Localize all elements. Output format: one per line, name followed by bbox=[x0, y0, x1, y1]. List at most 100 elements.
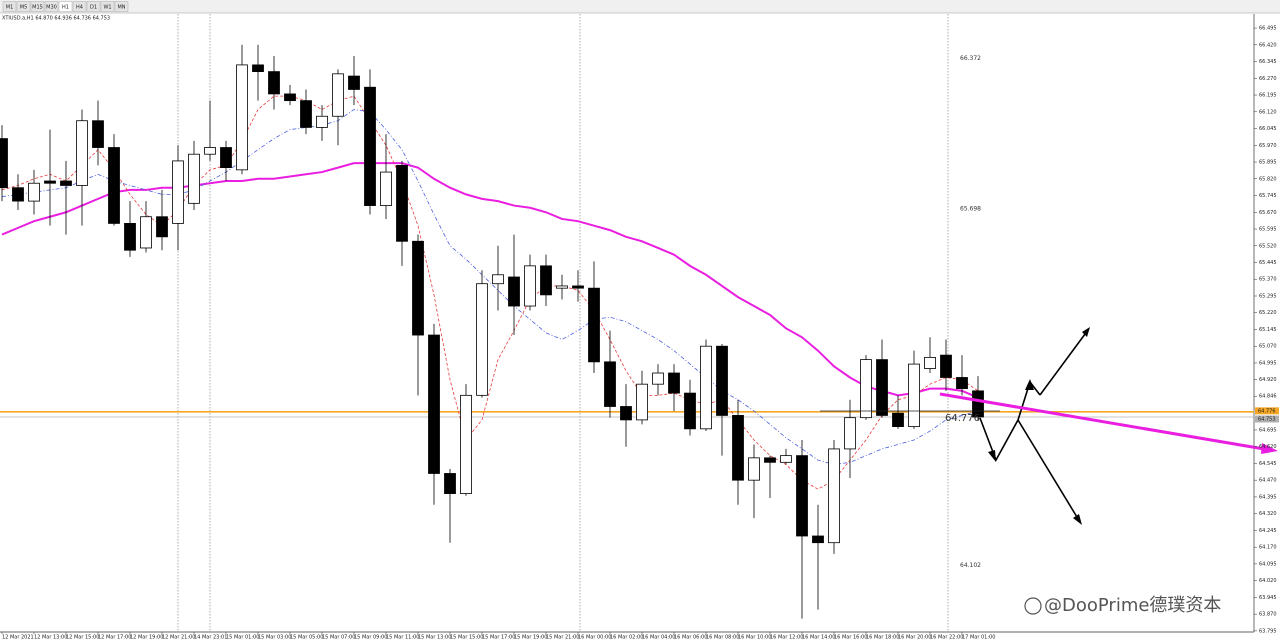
x-tick-label: 16 Mar 06:00 bbox=[674, 635, 707, 641]
candle-body bbox=[172, 160, 184, 224]
candle-body bbox=[476, 283, 488, 396]
candle-body bbox=[844, 417, 856, 450]
candle-body bbox=[972, 390, 984, 418]
candle-body bbox=[652, 372, 664, 385]
y-tick-label: 65.220 bbox=[1259, 310, 1277, 316]
candle-body bbox=[604, 361, 616, 407]
candle-body bbox=[380, 171, 392, 206]
candle-body bbox=[316, 115, 328, 128]
timeframe-button[interactable] bbox=[86, 1, 101, 12]
candle-body bbox=[156, 216, 168, 238]
moving-average bbox=[1, 162, 979, 399]
y-tick-label: 63.870 bbox=[1259, 612, 1277, 618]
y-tick-label: 64.020 bbox=[1259, 578, 1277, 584]
x-tick-label: 12 Mar 19:00 bbox=[130, 635, 163, 641]
timeframe-label[interactable]: D1 bbox=[90, 4, 97, 10]
timeframe-button[interactable] bbox=[58, 1, 73, 12]
price-tag-label: 64.776 bbox=[1258, 408, 1276, 414]
timeframe-label[interactable]: H4 bbox=[76, 4, 83, 10]
candle-body bbox=[76, 120, 88, 186]
candle-body bbox=[284, 93, 296, 102]
candle-body bbox=[60, 180, 72, 186]
candle-body bbox=[124, 223, 136, 251]
candle-body bbox=[748, 457, 760, 481]
arrow-head bbox=[1025, 379, 1034, 390]
timeframe-label[interactable]: H1 bbox=[62, 4, 69, 10]
timeframe-button[interactable] bbox=[2, 1, 17, 12]
timeframe-button[interactable] bbox=[72, 1, 87, 12]
candle-body bbox=[28, 182, 40, 202]
x-tick-label: 16 Mar 20:00 bbox=[898, 635, 931, 641]
x-tick-label: 16 Mar 02:00 bbox=[610, 635, 643, 641]
y-tick-label: 66.195 bbox=[1259, 93, 1277, 99]
timeframe-label[interactable]: MN bbox=[117, 4, 125, 10]
y-tick-label: 64.620 bbox=[1259, 444, 1277, 450]
watermark: @DooPrime德璞资本 bbox=[1044, 595, 1221, 616]
y-tick-label: 64.995 bbox=[1259, 360, 1277, 366]
candle-body bbox=[396, 164, 408, 242]
y-tick-label: 66.345 bbox=[1259, 59, 1277, 65]
candle-body bbox=[300, 100, 312, 128]
candle-body bbox=[796, 455, 808, 537]
timeframe-button[interactable] bbox=[30, 1, 45, 12]
y-tick-label: 66.045 bbox=[1259, 126, 1277, 132]
x-tick-label: 16 Mar 18:00 bbox=[866, 635, 899, 641]
candle-body bbox=[780, 455, 792, 463]
y-tick-label: 66.120 bbox=[1259, 109, 1277, 115]
candle-body bbox=[908, 363, 920, 427]
timeframe-button[interactable] bbox=[16, 1, 31, 12]
timeframe-label[interactable]: W1 bbox=[103, 4, 111, 10]
arrow-heads bbox=[988, 327, 1090, 525]
y-tick-label: 65.970 bbox=[1259, 143, 1277, 149]
arrow-path bbox=[979, 381, 1031, 462]
candle-body bbox=[572, 285, 584, 289]
candle-body bbox=[924, 356, 936, 369]
y-tick-label: 64.245 bbox=[1259, 528, 1277, 534]
candle-body bbox=[524, 265, 536, 307]
x-tick-label: 16 Mar 00:00 bbox=[578, 635, 611, 641]
arrow-head bbox=[1082, 327, 1090, 337]
candle-body bbox=[108, 147, 120, 224]
timeframe-label[interactable]: M5 bbox=[20, 4, 28, 10]
y-tick-label: 64.846 bbox=[1259, 394, 1277, 400]
price-tag-label: 64.753 bbox=[1258, 416, 1276, 422]
y-tick-label: 65.745 bbox=[1259, 193, 1277, 199]
y-tick-label: 66.270 bbox=[1259, 76, 1277, 82]
candle-body bbox=[0, 138, 8, 189]
timeframe-button[interactable] bbox=[100, 1, 115, 12]
y-tick-label: 64.170 bbox=[1259, 545, 1277, 551]
y-tick-label: 65.070 bbox=[1259, 344, 1277, 350]
y-tick-label: 63.795 bbox=[1259, 628, 1277, 634]
y-tick-label: 65.895 bbox=[1259, 160, 1277, 166]
y-tick-label: 64.470 bbox=[1259, 478, 1277, 484]
candle-body bbox=[44, 180, 56, 184]
candle-body bbox=[332, 73, 344, 117]
candle-body bbox=[620, 406, 632, 421]
x-tick-label: 12 Mar 2021 bbox=[2, 635, 34, 641]
y-tick-label: 65.820 bbox=[1259, 176, 1277, 182]
timeframe-label[interactable]: M30 bbox=[46, 4, 57, 10]
y-tick-label: 65.670 bbox=[1259, 210, 1277, 216]
timeframe-button[interactable] bbox=[44, 1, 59, 12]
candle-body bbox=[348, 75, 360, 90]
candle-body bbox=[140, 216, 152, 249]
x-tick-label: 15 Mar 09:00 bbox=[354, 635, 387, 641]
moving-average bbox=[1, 109, 979, 465]
arrow-head bbox=[1261, 443, 1278, 454]
y-tick-label: 65.295 bbox=[1259, 293, 1277, 299]
y-tick-label: 65.520 bbox=[1259, 243, 1277, 249]
timeframe-label[interactable]: M1 bbox=[6, 4, 14, 10]
candles bbox=[0, 44, 984, 619]
timeframe-button[interactable] bbox=[114, 1, 129, 12]
candle-body bbox=[364, 86, 376, 206]
y-tick-label: 64.545 bbox=[1259, 461, 1277, 467]
candle-body bbox=[956, 377, 968, 390]
x-tick-label: 15 Mar 03:00 bbox=[258, 635, 291, 641]
x-tick-label: 15 Mar 13:00 bbox=[418, 635, 451, 641]
y-tick-label: 65.595 bbox=[1259, 227, 1277, 233]
candle-body bbox=[12, 187, 24, 202]
x-tick-label: 16 Mar 10:00 bbox=[738, 635, 771, 641]
y-tick-label: 63.945 bbox=[1259, 595, 1277, 601]
timeframe-label[interactable]: M15 bbox=[32, 4, 43, 10]
moving-average bbox=[1, 95, 979, 490]
